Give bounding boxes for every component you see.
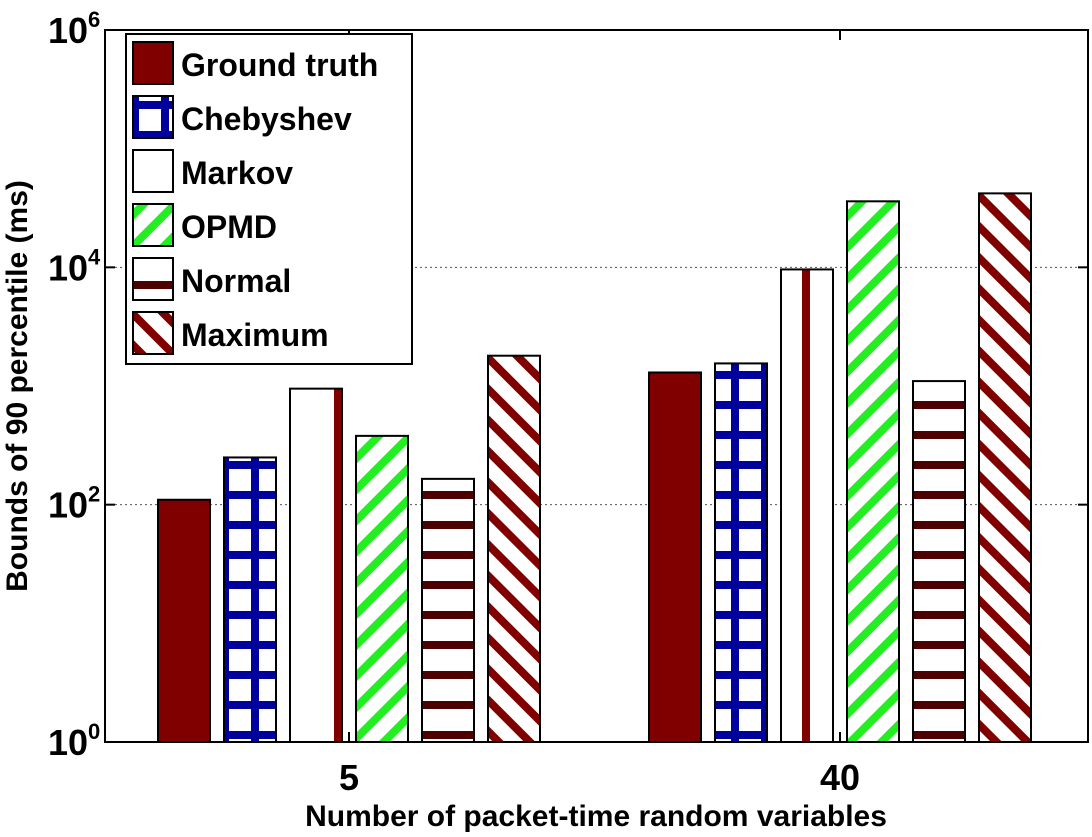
bars	[157, 192, 1032, 744]
legend-label: Maximum	[181, 317, 329, 353]
x-axis-title: Number of packet-time random variables	[305, 800, 887, 833]
bar-opmd-40	[846, 200, 900, 743]
y-tick-label: 100	[48, 719, 100, 763]
bar-opmd-5	[355, 434, 409, 743]
legend-swatch	[132, 311, 174, 355]
bar-maximum-40	[978, 192, 1032, 744]
legend-swatch	[132, 257, 174, 301]
legend-swatch	[132, 149, 174, 193]
grid-lines	[105, 266, 1088, 506]
bar-normal-5	[421, 477, 475, 743]
legend-swatch	[132, 203, 174, 247]
y-ticks: 100 102 104 106	[48, 7, 1088, 763]
bar-ground-truth-40	[648, 371, 702, 743]
x-tick-label: 40	[820, 757, 860, 798]
bar-chebyshev-40	[714, 362, 768, 743]
bar-normal-40	[912, 380, 966, 743]
x-tick-label: 5	[339, 757, 359, 798]
y-axis-title: Bounds of 90 percentile (ms)	[1, 180, 34, 592]
bar-maximum-5	[487, 354, 541, 743]
y-tick-label: 104	[48, 244, 101, 288]
legend-box	[125, 33, 413, 365]
legend-label: Normal	[181, 263, 291, 299]
legend-label: Markov	[181, 155, 293, 191]
plot-frame	[104, 29, 1089, 743]
legend-swatch	[132, 41, 174, 85]
x-ticks: 5 40	[339, 30, 860, 798]
y-tick-label: 106	[48, 7, 100, 51]
legend-label: OPMD	[181, 209, 277, 245]
bar-markov-5	[289, 387, 343, 743]
legend-label: Chebyshev	[181, 101, 352, 137]
bar-markov-40	[780, 268, 834, 743]
bar-ground-truth-5	[157, 498, 211, 743]
legend-label: Ground truth	[181, 47, 378, 83]
legend: Ground truth Chebyshev Markov OPMD Normal Max…	[125, 33, 413, 365]
y-tick-label: 102	[48, 482, 100, 526]
bar-chebyshev-5	[223, 456, 277, 743]
legend-swatch	[132, 95, 174, 139]
